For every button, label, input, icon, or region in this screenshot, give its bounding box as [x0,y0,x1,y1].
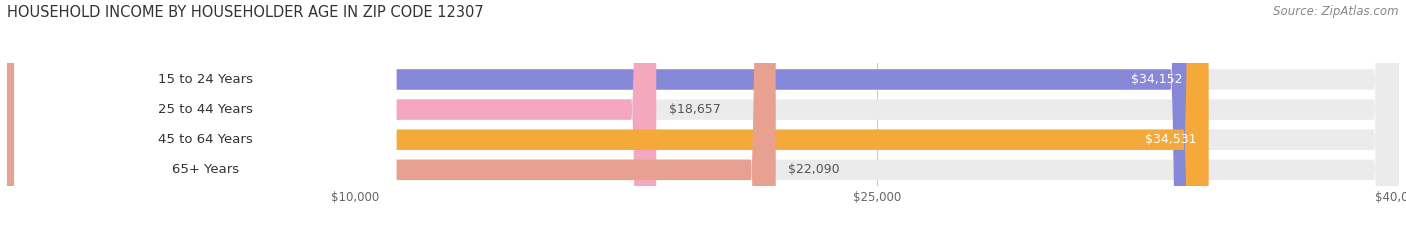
FancyBboxPatch shape [7,0,776,233]
FancyBboxPatch shape [7,0,1399,233]
Text: $18,657: $18,657 [669,103,720,116]
Text: $34,531: $34,531 [1144,133,1197,146]
Text: $22,090: $22,090 [789,163,839,176]
FancyBboxPatch shape [14,0,396,233]
FancyBboxPatch shape [7,0,657,233]
Text: 65+ Years: 65+ Years [172,163,239,176]
Text: $34,152: $34,152 [1132,73,1182,86]
FancyBboxPatch shape [14,0,396,233]
FancyBboxPatch shape [7,0,1195,233]
FancyBboxPatch shape [7,0,1399,233]
Text: 25 to 44 Years: 25 to 44 Years [157,103,253,116]
Text: Source: ZipAtlas.com: Source: ZipAtlas.com [1274,5,1399,18]
FancyBboxPatch shape [7,0,1399,233]
Text: 15 to 24 Years: 15 to 24 Years [157,73,253,86]
Text: HOUSEHOLD INCOME BY HOUSEHOLDER AGE IN ZIP CODE 12307: HOUSEHOLD INCOME BY HOUSEHOLDER AGE IN Z… [7,5,484,20]
Text: 45 to 64 Years: 45 to 64 Years [157,133,253,146]
FancyBboxPatch shape [7,0,1209,233]
FancyBboxPatch shape [7,0,1399,233]
FancyBboxPatch shape [14,0,396,233]
FancyBboxPatch shape [14,0,396,233]
